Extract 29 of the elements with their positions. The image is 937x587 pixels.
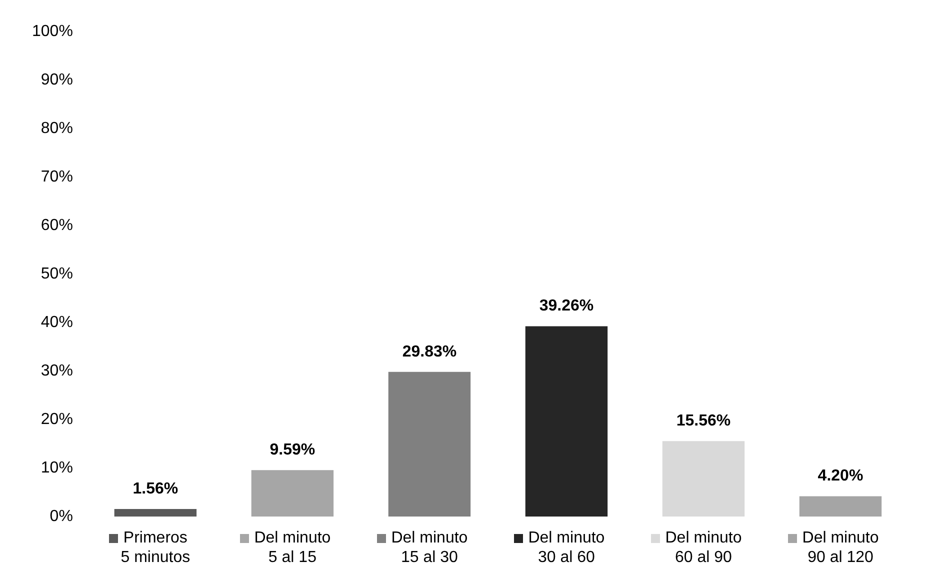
y-tick-label: 20%: [40, 411, 73, 428]
data-label: 15.56%: [676, 412, 731, 430]
y-tick-label: 40%: [40, 314, 73, 332]
x-tick-label: Del minuto 15 al 30: [391, 530, 468, 566]
bar: [525, 326, 608, 517]
x-tick-label: Primeros 5 minutos: [120, 530, 190, 566]
x-tick-label: Del minuto 90 al 120: [802, 530, 879, 566]
x-tick-label: Del minuto 60 al 90: [665, 530, 742, 566]
y-tick-label: 100%: [32, 23, 73, 40]
y-tick-label: 30%: [40, 362, 73, 380]
y-tick-label: 80%: [40, 120, 73, 138]
y-tick-label: 90%: [40, 72, 73, 89]
bar: [662, 441, 745, 517]
y-tick-label: 50%: [40, 266, 73, 283]
y-tick-label: 60%: [40, 217, 73, 234]
y-tick-label: 70%: [40, 168, 73, 186]
x-tick-label: Del minuto 5 al 15: [254, 530, 331, 566]
bar: [799, 496, 882, 517]
data-label: 1.56%: [132, 480, 178, 498]
x-tick-label: Del minuto 30 al 60: [528, 530, 605, 566]
data-label: 9.59%: [270, 441, 316, 458]
y-tick-label: 0%: [50, 508, 73, 526]
bar: [251, 470, 334, 517]
data-label: 29.83%: [402, 343, 457, 360]
data-label: 4.20%: [818, 468, 864, 485]
bar: [388, 372, 471, 517]
y-tick-label: 10%: [40, 460, 73, 477]
bar: [114, 509, 197, 517]
data-label: 39.26%: [539, 298, 594, 315]
